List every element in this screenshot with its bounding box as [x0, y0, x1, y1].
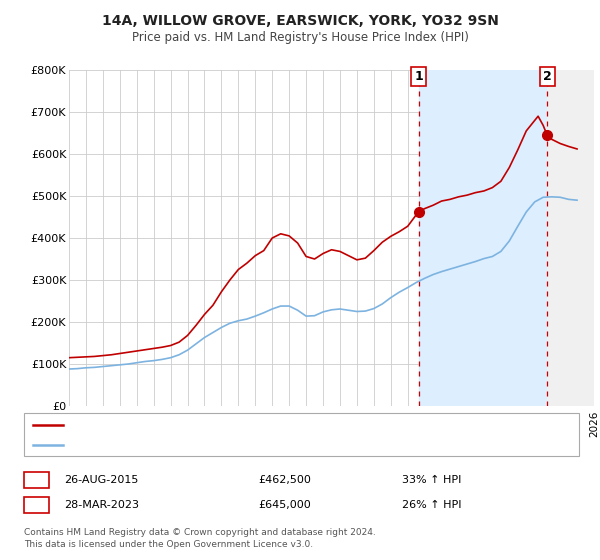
Text: Price paid vs. HM Land Registry's House Price Index (HPI): Price paid vs. HM Land Registry's House … [131, 31, 469, 44]
Text: 26% ↑ HPI: 26% ↑ HPI [402, 500, 461, 510]
Text: 2: 2 [32, 498, 41, 512]
Text: 33% ↑ HPI: 33% ↑ HPI [402, 475, 461, 485]
Text: 1: 1 [415, 70, 423, 83]
Text: 28-MAR-2023: 28-MAR-2023 [64, 500, 139, 510]
Text: 14A, WILLOW GROVE, EARSWICK, YORK, YO32 9SN (detached house): 14A, WILLOW GROVE, EARSWICK, YORK, YO32 … [69, 419, 428, 430]
Text: This data is licensed under the Open Government Licence v3.0.: This data is licensed under the Open Gov… [24, 540, 313, 549]
Text: 14A, WILLOW GROVE, EARSWICK, YORK, YO32 9SN: 14A, WILLOW GROVE, EARSWICK, YORK, YO32 … [101, 14, 499, 28]
Text: 26-AUG-2015: 26-AUG-2015 [64, 475, 139, 485]
Text: £462,500: £462,500 [258, 475, 311, 485]
Text: £645,000: £645,000 [258, 500, 311, 510]
Bar [547, 70, 594, 406]
Text: 1: 1 [32, 473, 41, 487]
Text: HPI: Average price, detached house, York: HPI: Average price, detached house, York [69, 440, 284, 450]
Text: 2: 2 [543, 70, 551, 83]
Text: Contains HM Land Registry data © Crown copyright and database right 2024.: Contains HM Land Registry data © Crown c… [24, 528, 376, 536]
Bar [419, 70, 547, 406]
